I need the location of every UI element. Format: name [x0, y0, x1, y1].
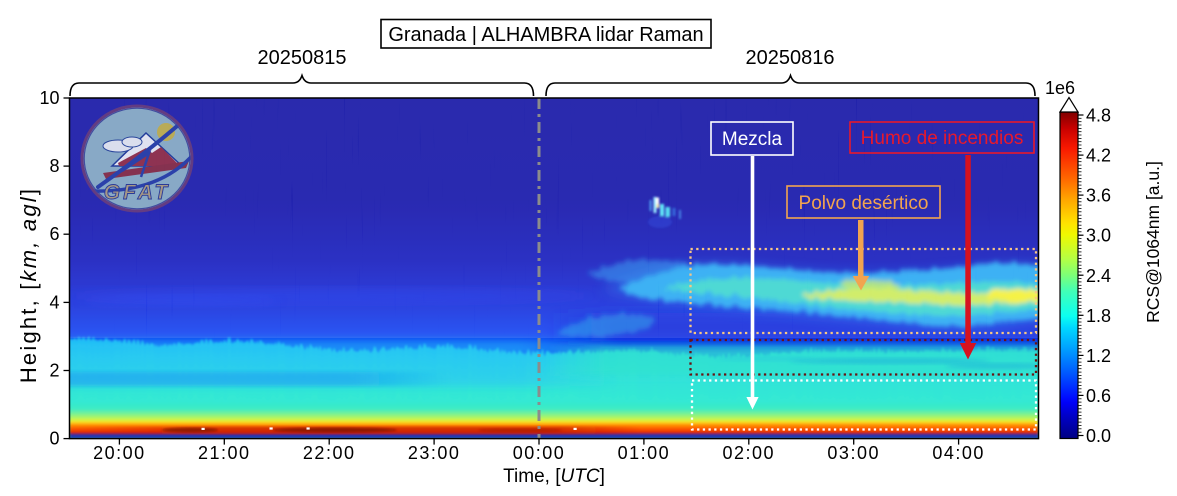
svg-text:6: 6 — [49, 224, 59, 244]
svg-text:04:00: 04:00 — [932, 443, 985, 463]
svg-text:21:00: 21:00 — [198, 443, 251, 463]
svg-text:RCS@1064nm [a.u.]: RCS@1064nm [a.u.] — [1143, 161, 1163, 323]
svg-text:Humo de incendios: Humo de incendios — [861, 128, 1024, 149]
svg-text:20250815: 20250815 — [258, 47, 347, 69]
svg-text:00:00: 00:00 — [513, 443, 566, 463]
svg-text:2.4: 2.4 — [1086, 266, 1111, 286]
svg-text:0: 0 — [49, 429, 59, 449]
svg-text:10: 10 — [39, 88, 59, 108]
svg-text:Mezcla: Mezcla — [722, 129, 783, 150]
svg-text:Height, [km, agl]: Height, [km, agl] — [16, 187, 41, 383]
svg-text:0.6: 0.6 — [1086, 386, 1111, 406]
svg-text:4.8: 4.8 — [1086, 106, 1111, 126]
svg-text:0.0: 0.0 — [1086, 426, 1111, 446]
svg-text:8: 8 — [49, 156, 59, 176]
svg-text:20:00: 20:00 — [93, 443, 146, 463]
svg-text:Granada | ALHAMBRA lidar Raman: Granada | ALHAMBRA lidar Raman — [388, 24, 703, 46]
svg-text:20250816: 20250816 — [746, 47, 835, 69]
svg-text:01:00: 01:00 — [618, 443, 671, 463]
svg-text:23:00: 23:00 — [408, 443, 461, 463]
svg-text:1e6: 1e6 — [1045, 78, 1075, 98]
svg-text:02:00: 02:00 — [723, 443, 776, 463]
svg-text:3.6: 3.6 — [1086, 186, 1111, 206]
svg-text:Polvo desértico: Polvo desértico — [799, 193, 929, 214]
svg-text:1.8: 1.8 — [1086, 306, 1111, 326]
svg-text:22:00: 22:00 — [303, 443, 356, 463]
svg-text:4: 4 — [49, 292, 59, 312]
svg-text:Time, [UTC]: Time, [UTC] — [503, 466, 605, 487]
svg-text:GFAT: GFAT — [104, 181, 170, 204]
svg-text:2: 2 — [49, 361, 59, 381]
svg-text:03:00: 03:00 — [827, 443, 880, 463]
svg-text:3.0: 3.0 — [1086, 226, 1111, 246]
svg-text:1.2: 1.2 — [1086, 346, 1111, 366]
svg-text:4.2: 4.2 — [1086, 146, 1111, 166]
